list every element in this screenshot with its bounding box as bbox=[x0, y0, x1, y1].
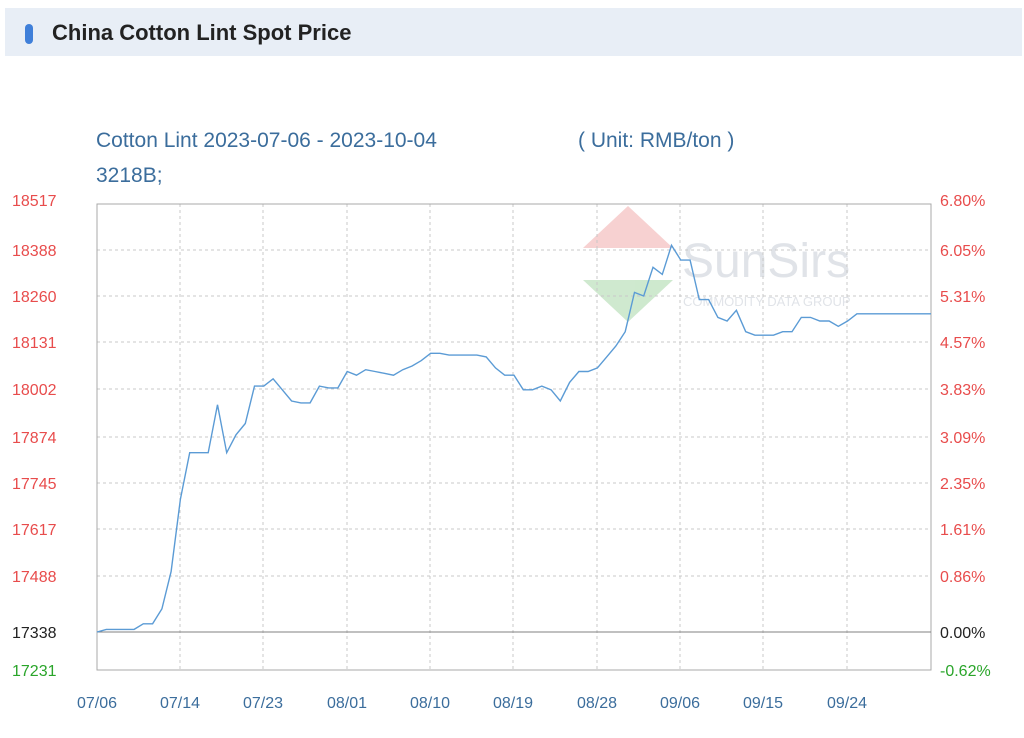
watermark-brand: SunSirs bbox=[682, 235, 850, 288]
y-tick-label: 18517 bbox=[12, 193, 57, 210]
y-axis-right: 6.80% 6.05% 5.31% 4.57% 3.83% 3.09% 2.35% 1.61%… bbox=[940, 193, 991, 680]
y-tick-label: 18388 bbox=[12, 243, 57, 260]
x-tick-label: 07/23 bbox=[243, 695, 283, 712]
y-tick-label: 17617 bbox=[12, 522, 57, 539]
x-tick-label: 07/06 bbox=[77, 695, 117, 712]
x-tick-label: 07/14 bbox=[160, 695, 200, 712]
y-tick-label: 17338 bbox=[12, 625, 57, 642]
x-tick-label: 09/06 bbox=[660, 695, 700, 712]
x-tick-label: 08/01 bbox=[327, 695, 367, 712]
y-tick-label: 18131 bbox=[12, 335, 57, 352]
y-tick-label-right: 1.61% bbox=[940, 522, 985, 539]
plot-frame bbox=[96, 203, 932, 671]
y-tick-label: 17745 bbox=[12, 476, 57, 493]
chart-subtitle: 3218B; bbox=[96, 164, 163, 187]
x-tick-label: 09/24 bbox=[827, 695, 867, 712]
y-tick-label-right: 0.00% bbox=[940, 625, 985, 642]
y-tick-label: 17874 bbox=[12, 430, 57, 447]
y-tick-label: 18002 bbox=[12, 382, 57, 399]
y-axis-left: 18517 18388 18260 18131 18002 17874 17745 17617… bbox=[12, 193, 57, 680]
y-tick-label: 18260 bbox=[12, 289, 57, 306]
page-header: China Cotton Lint Spot Price bbox=[5, 8, 1022, 56]
watermark-tagline: COMMODITY DATA GROUP bbox=[683, 294, 851, 309]
y-tick-label-right: 3.83% bbox=[940, 382, 985, 399]
title-marker-icon bbox=[25, 24, 33, 44]
chart-unit: ( Unit: RMB/ton ) bbox=[578, 129, 734, 152]
watermark-logo-icon bbox=[583, 206, 673, 248]
x-tick-label: 08/19 bbox=[493, 695, 533, 712]
x-tick-label: 08/28 bbox=[577, 695, 617, 712]
grid bbox=[97, 204, 931, 670]
x-axis: 07/06 07/14 07/23 08/01 08/10 08/19 08/28 09/06… bbox=[77, 695, 867, 712]
y-tick-label-right: 6.05% bbox=[940, 243, 985, 260]
watermark-logo-icon-lower bbox=[583, 280, 673, 322]
watermark: SunSirs COMMODITY DATA GROUP bbox=[583, 206, 851, 322]
page-title: China Cotton Lint Spot Price bbox=[52, 20, 352, 45]
y-tick-label-right: 6.80% bbox=[940, 193, 985, 210]
y-tick-label-right: 4.57% bbox=[940, 335, 985, 352]
y-tick-label: 17231 bbox=[12, 663, 57, 680]
x-tick-label: 09/15 bbox=[743, 695, 783, 712]
chart-title: Cotton Lint 2023-07-06 - 2023-10-04 bbox=[96, 129, 437, 152]
x-tick-label: 08/10 bbox=[410, 695, 450, 712]
y-tick-label-right: 5.31% bbox=[940, 289, 985, 306]
y-tick-label: 17488 bbox=[12, 569, 57, 586]
y-tick-label-right: -0.62% bbox=[940, 663, 991, 680]
series-line-cotton-lint bbox=[96, 243, 931, 633]
y-tick-label-right: 3.09% bbox=[940, 430, 985, 447]
y-tick-label-right: 0.86% bbox=[940, 569, 985, 586]
y-tick-label-right: 2.35% bbox=[940, 476, 985, 493]
